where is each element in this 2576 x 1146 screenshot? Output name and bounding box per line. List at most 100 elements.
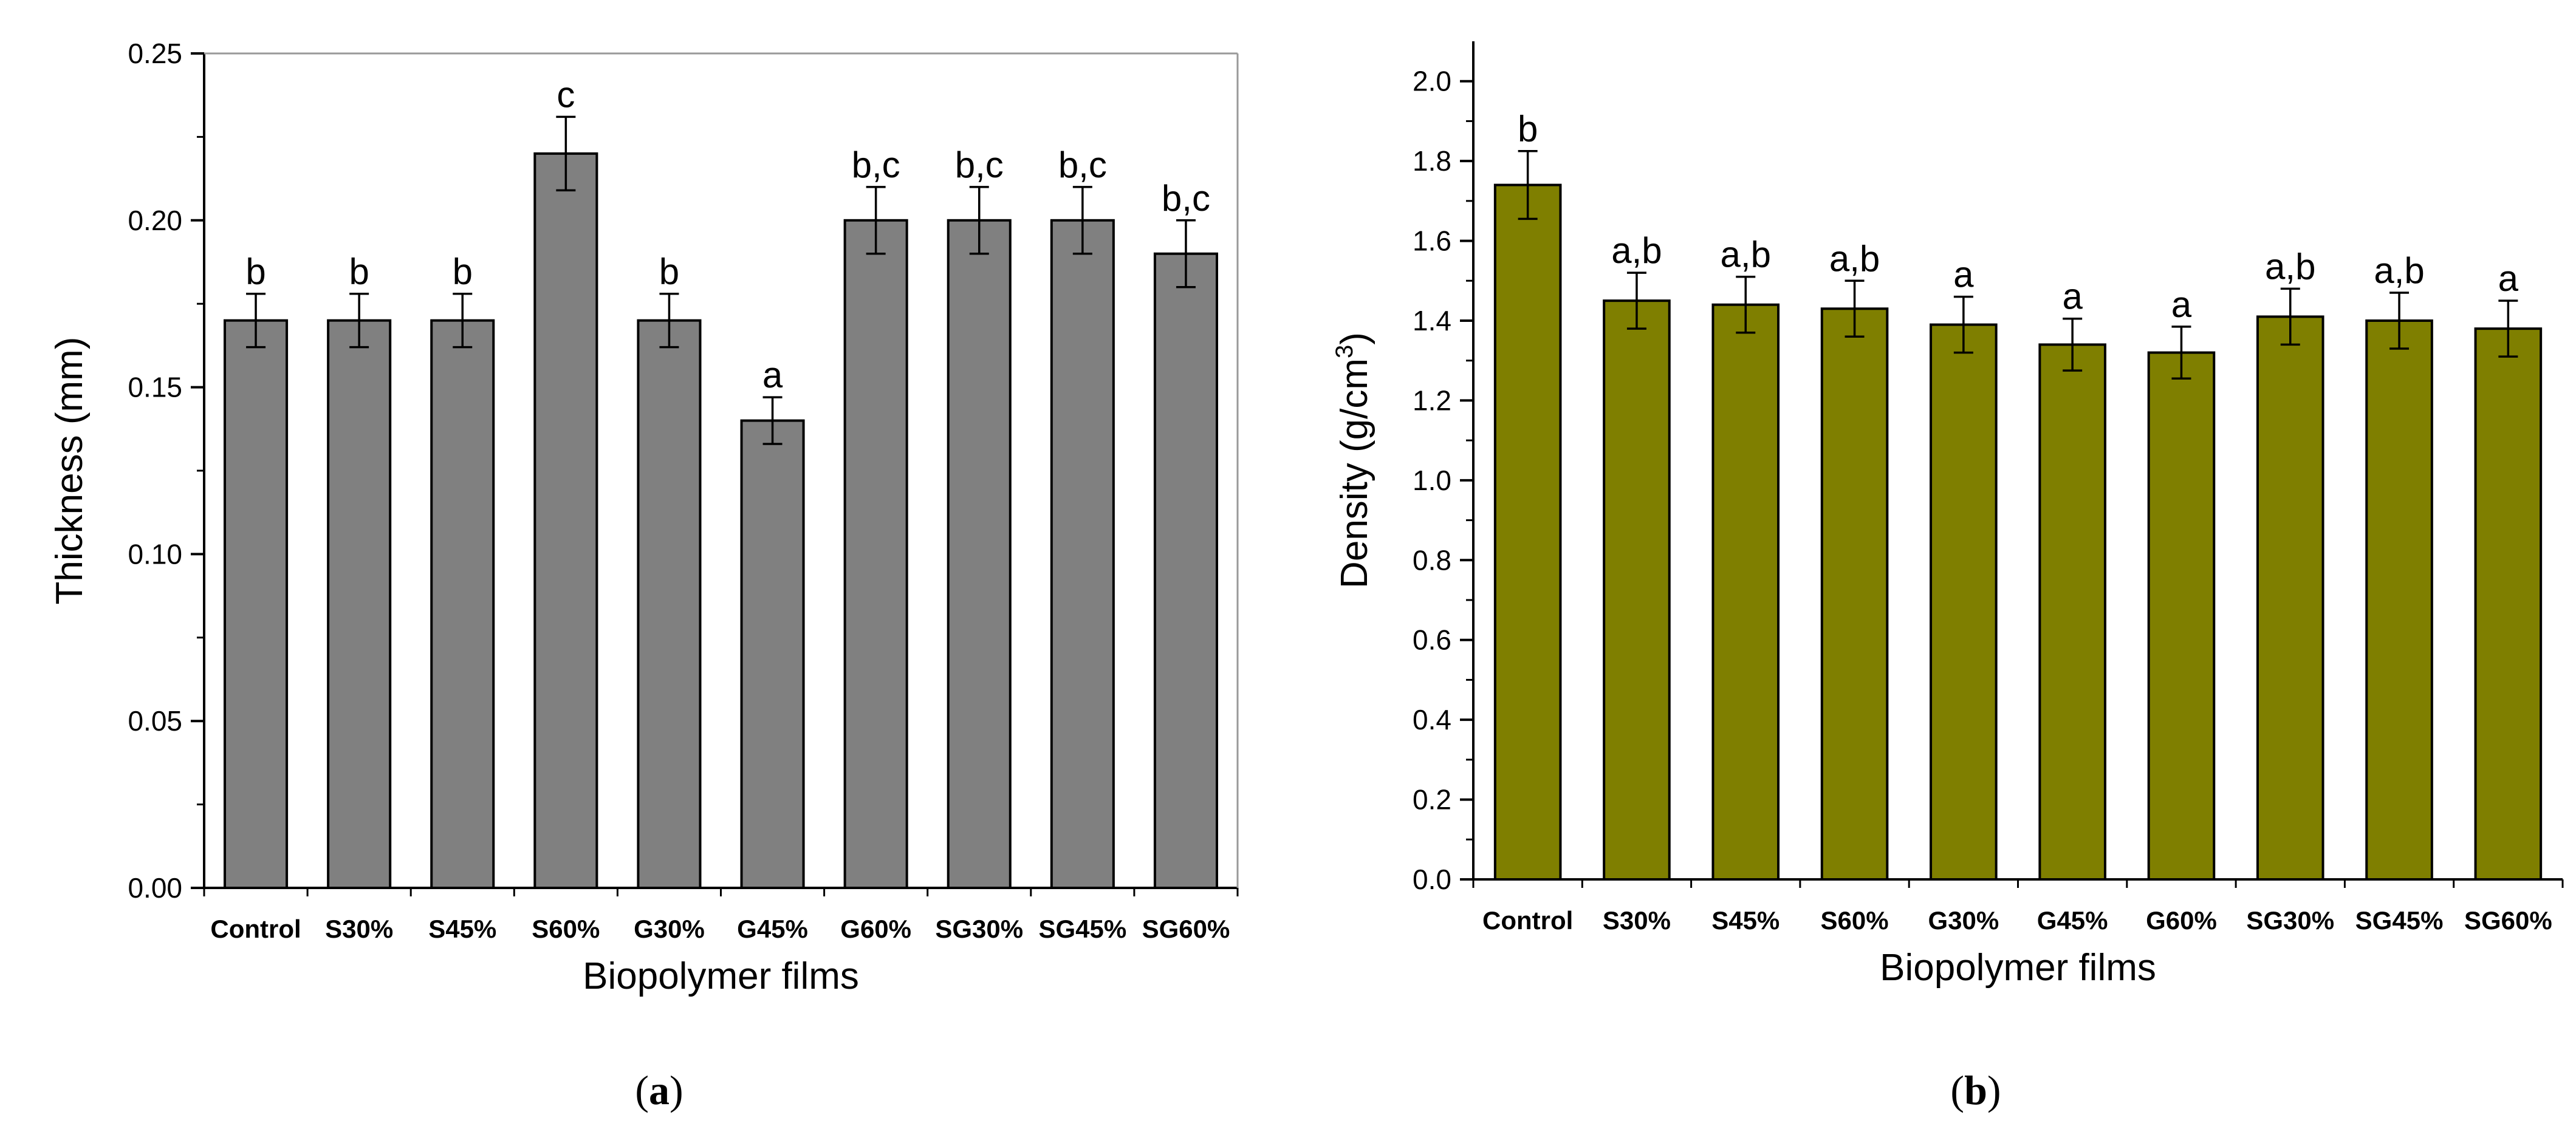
panel-b-annotation-7: a,b [2265,246,2315,287]
panel-b-bar-4 [1930,323,1998,881]
panel-b-category-label-1: S30% [1603,906,1671,935]
panel-b-category-label-3: S60% [1821,906,1889,935]
panel-b-ytick-label-3: 0.6 [1413,624,1451,656]
panel-b-y-axis-title: Density (g/cm3) [1331,332,1375,588]
panel-a-error-bar-8 [1072,186,1092,255]
panel-b-category-label-0: Control [1482,906,1573,935]
panel-a-y-axis-title-main: Thickness (mm) [49,337,91,605]
panel-a-category-label-6: G60% [840,915,911,943]
panel-a-ytick-label-3: 0.15 [128,372,182,403]
panel-b-y-axis-title-main: Density (g/cm [1334,358,1375,588]
panel-b-bar-2 [1711,303,1780,881]
panel-a-error-bar-5 [762,396,783,445]
panel-b-annotation-5: a [2062,276,2083,317]
panel-a-label-open: ( [635,1067,649,1113]
panel-a-bar-7 [947,219,1012,889]
panel-b-ytick-label-8: 1.6 [1413,225,1451,257]
panel-b-annotation-2: a,b [1721,234,1771,275]
panel-a-bar-4 [637,319,702,889]
panel-a-error-bar-4 [659,292,679,349]
panel-a-label: (a) [635,1067,683,1113]
panel-b-error-bar-2 [1736,275,1756,334]
panel-a-bar-3 [533,152,598,889]
panel-a-bar-2 [430,319,495,889]
panel-b-label-letter: b [1964,1067,1987,1113]
panel-b-annotation-6: a [2171,284,2192,325]
panel-b-category-label-4: G30% [1928,906,1999,935]
panel-b-ytick-label-0: 0.0 [1413,864,1451,895]
panel-b-label-close: ) [1987,1067,2001,1113]
panel-a-chart: b Control b S30% b S45% c S60% b G30% a G45% b,c G60%… [49,38,1239,1113]
panel-a-error-bar-7 [969,186,989,255]
panel-b-bar-7 [2256,315,2324,881]
panel-a-ytick-label-1: 0.05 [128,705,182,737]
panel-a-error-bar-2 [453,292,473,349]
panel-b-annotation-3: a,b [1829,238,1880,279]
panel-b-bar-6 [2147,351,2216,881]
panel-a-error-bar-1 [349,292,369,349]
panel-a-bar-1 [327,319,392,889]
panel-b-annotation-1: a,b [1611,230,1662,271]
panel-b-category-label-8: SG45% [2355,906,2444,935]
panel-a-category-label-9: SG60% [1142,915,1230,943]
panel-b-error-bar-5 [2063,317,2083,372]
panel-a-annotation-8: b,c [1058,145,1107,185]
panel-a-annotation-1: b [349,251,369,292]
panel-b-ytick-label-7: 1.4 [1413,305,1451,336]
panel-b-category-label-2: S45% [1711,906,1780,935]
panel-b-bar-1 [1603,299,1671,881]
panel-a-ytick-label-5: 0.25 [128,38,182,69]
panel-b-ytick-label-5: 1.0 [1413,465,1451,496]
panel-b-category-label-7: SG30% [2246,906,2334,935]
panel-a-y-axis-title: Thickness (mm) [49,337,91,605]
panel-b-ytick-label-1: 0.2 [1413,784,1451,816]
panel-a-bar-6 [843,219,908,889]
panel-b-error-bar-0 [1518,149,1538,220]
panel-a-error-bar-3 [556,115,576,192]
panel-a-ytick-label-0: 0.00 [128,872,182,904]
panel-b-ytick-label-2: 0.4 [1413,704,1451,735]
panel-a-category-label-8: SG45% [1038,915,1126,943]
panel-a-error-bar-0 [246,292,266,349]
panel-a-annotation-0: b [245,251,265,292]
panel-b-ytick-label-10: 2.0 [1413,66,1451,97]
panel-b-error-bar-1 [1626,271,1646,330]
panel-b-error-bar-3 [1845,279,1865,338]
panel-b-category-label-9: SG60% [2464,906,2552,935]
panel-a-category-label-3: S60% [532,915,600,943]
panel-a-category-label-7: SG30% [935,915,1023,943]
panel-a-ytick-label-4: 0.20 [128,205,182,236]
panel-a-bar-8 [1050,219,1115,889]
panel-b-label: (b) [1950,1067,2001,1113]
panel-a-category-label-0: Control [210,915,301,943]
panel-b-bar-5 [2038,343,2106,881]
panel-a-bar-0 [224,319,289,889]
panel-b-bar-8 [2365,319,2433,881]
panel-a-x-axis-title: Biopolymer films [583,955,859,997]
panel-b-chart: b Control a,b S30% a,b S45% a,b S60% a G30% a G45% a… [1331,41,2564,1113]
panel-b-x-axis-title: Biopolymer films [1880,947,2156,989]
panel-a-annotation-5: a [762,355,783,395]
panel-b-category-label-6: G60% [2146,906,2217,935]
panel-a-bar-5 [740,419,805,889]
panel-a-bar-9 [1153,252,1218,889]
panel-a-error-bar-9 [1176,219,1196,288]
panel-a-error-bar-6 [866,186,886,255]
panel-b-ytick-label-6: 1.2 [1413,384,1451,416]
panel-b-error-bar-4 [1953,295,1973,354]
panel-a-annotation-2: b [453,251,473,292]
panel-a-category-label-1: S30% [325,915,393,943]
panel-a-category-label-2: S45% [428,915,496,943]
panel-a-annotation-7: b,c [955,145,1004,185]
panel-b-annotation-4: a [1953,254,1974,295]
panel-b-annotation-9: a [2498,258,2519,299]
panel-b-bar-9 [2474,327,2543,881]
panel-b-annotation-0: b [1518,109,1538,149]
panel-b-y-axis-title-sup: 3 [1331,345,1358,358]
panel-a-category-label-5: G45% [737,915,808,943]
panel-b-ytick-label-4: 0.8 [1413,544,1451,576]
panel-b-error-bar-7 [2280,287,2300,346]
panel-b-error-bar-6 [2171,326,2191,380]
panel-b-category-label-5: G45% [2037,906,2108,935]
